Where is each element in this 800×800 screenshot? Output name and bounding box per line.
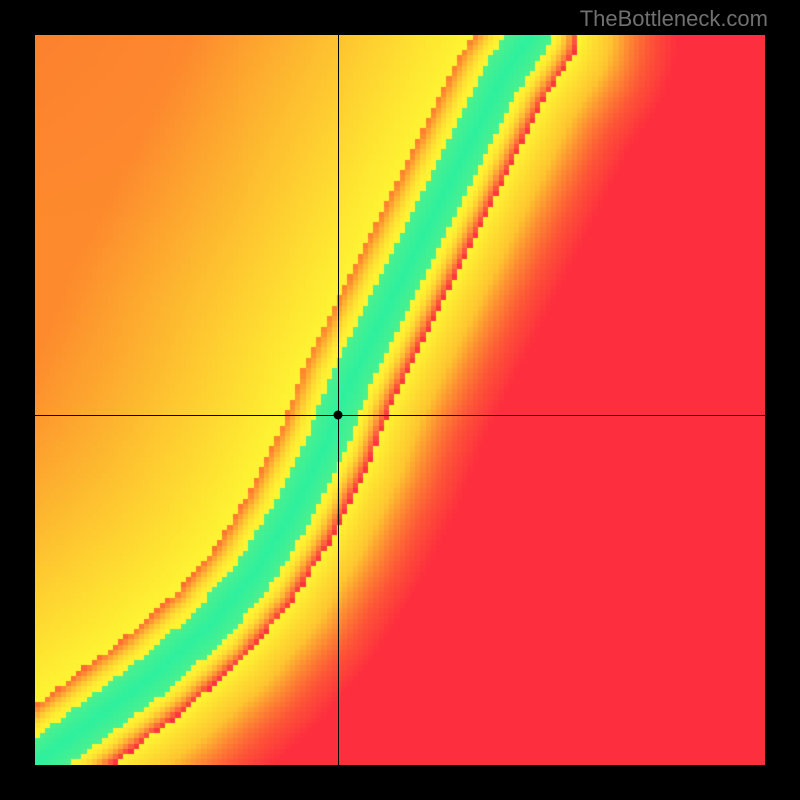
crosshair-horizontal	[35, 415, 765, 416]
watermark-text: TheBottleneck.com	[580, 6, 768, 32]
bottleneck-heatmap	[35, 35, 765, 765]
selection-marker	[333, 410, 342, 419]
heatmap-canvas	[35, 35, 765, 765]
crosshair-vertical	[338, 35, 339, 765]
